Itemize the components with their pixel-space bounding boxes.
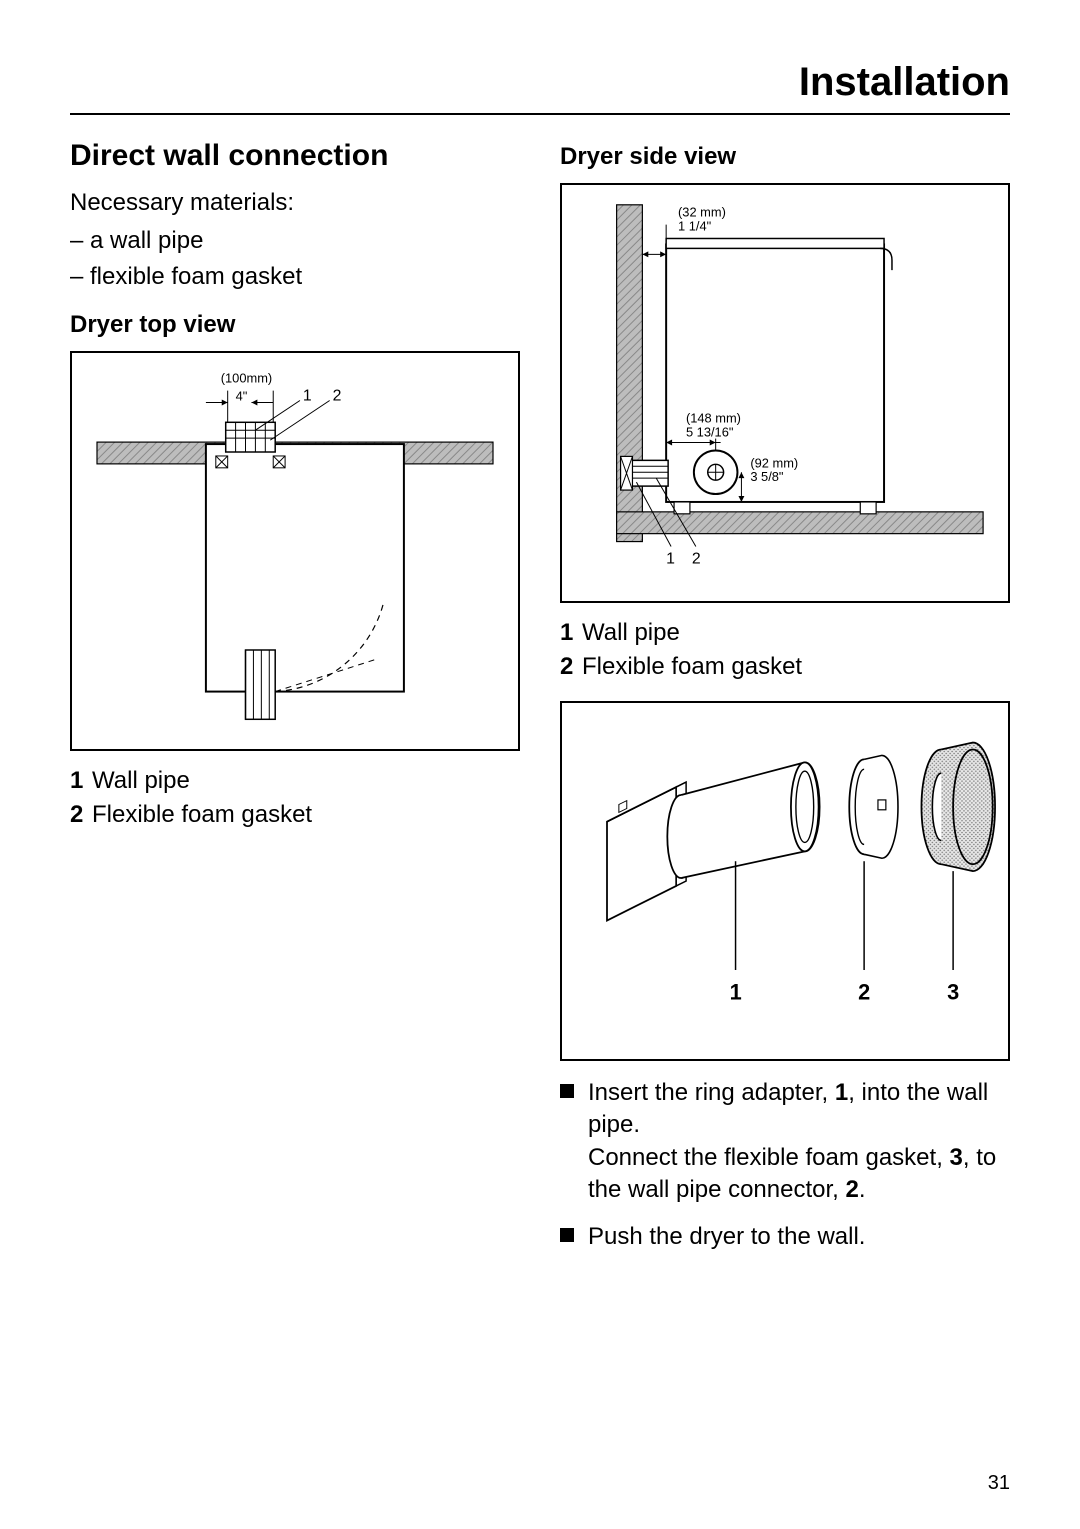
dim-3-5-8: 3 5/8" xyxy=(750,469,784,484)
left-column: Direct wall connection Necessary materia… xyxy=(70,139,520,1267)
top-view-heading: Dryer top view xyxy=(70,311,520,339)
page: Installation Direct wall connection Nece… xyxy=(0,0,1080,1529)
page-title: Installation xyxy=(70,60,1010,115)
legend-top-view: 1Wall pipe 2Flexible foam gasket xyxy=(70,767,520,829)
side-view-heading: Dryer side view xyxy=(560,143,1010,171)
callout-1: 1 xyxy=(303,388,312,405)
dim-148mm: (148 mm) xyxy=(686,411,741,426)
figure-top-view: (100mm) 4" 1 2 xyxy=(70,351,520,751)
callout-2: 2 xyxy=(692,550,701,567)
figure-parts-exploded: 1 2 3 xyxy=(560,701,1010,1061)
dim-100mm: (100mm) xyxy=(221,371,272,386)
part-label-1: 1 xyxy=(730,980,742,1005)
callout-1: 1 xyxy=(666,550,675,567)
legend-item: 1Wall pipe xyxy=(560,619,1010,647)
step-item: Push the dryer to the wall. xyxy=(560,1221,1010,1253)
list-item: a wall pipe xyxy=(70,227,520,255)
materials-list: a wall pipe flexible foam gasket xyxy=(70,227,520,291)
dim-4in: 4" xyxy=(236,389,248,404)
part-label-3: 3 xyxy=(947,980,959,1005)
legend-item: 2Flexible foam gasket xyxy=(70,801,520,829)
dim-32mm: (32 mm) xyxy=(678,205,726,220)
legend-side-view: 1Wall pipe 2Flexible foam gasket xyxy=(560,619,1010,681)
two-column-layout: Direct wall connection Necessary materia… xyxy=(70,139,1010,1267)
legend-item: 2Flexible foam gasket xyxy=(560,653,1010,681)
step-item: Insert the ring adapter, 1, into the wal… xyxy=(560,1077,1010,1207)
page-number: 31 xyxy=(988,1472,1010,1495)
dim-5-13-16: 5 13/16" xyxy=(686,425,734,440)
figure-side-view: (32 mm) 1 1/4" (148 mm) 5 13/16" (92 mm xyxy=(560,183,1010,603)
dim-92mm: (92 mm) xyxy=(750,455,798,470)
list-item: flexible foam gasket xyxy=(70,263,520,291)
instruction-steps: Insert the ring adapter, 1, into the wal… xyxy=(560,1077,1010,1253)
materials-label: Necessary materials: xyxy=(70,189,520,217)
section-heading: Direct wall connection xyxy=(70,139,520,173)
dim-1-1-4: 1 1/4" xyxy=(678,219,712,234)
legend-item: 1Wall pipe xyxy=(70,767,520,795)
callout-2: 2 xyxy=(333,388,342,405)
right-column: Dryer side view xyxy=(560,139,1010,1267)
part-label-2: 2 xyxy=(858,980,870,1005)
